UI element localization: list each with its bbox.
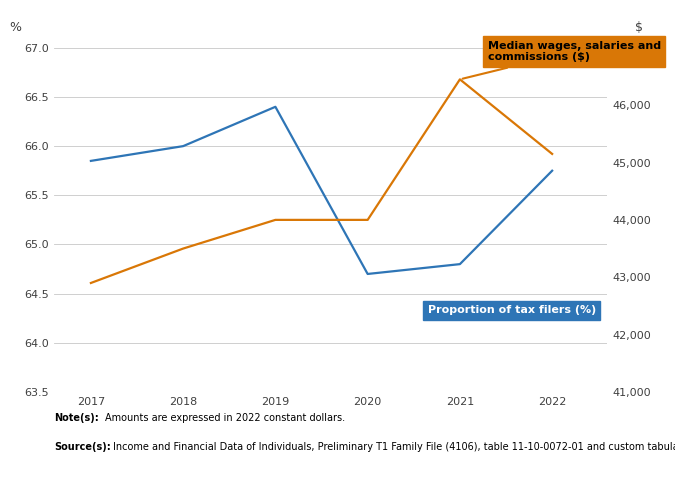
Text: Median wages, salaries and
commissions ($): Median wages, salaries and commissions (…: [462, 41, 661, 79]
Text: %: %: [9, 21, 22, 34]
Text: Note(s):: Note(s):: [54, 413, 99, 423]
Text: Source(s):: Source(s):: [54, 442, 111, 452]
Text: $: $: [635, 21, 643, 34]
Text: Amounts are expressed in 2022 constant dollars.: Amounts are expressed in 2022 constant d…: [105, 413, 345, 423]
Text: Proportion of tax filers (%): Proportion of tax filers (%): [428, 305, 596, 315]
Text: Income and Financial Data of Individuals, Preliminary T1 Family File (4106), tab: Income and Financial Data of Individuals…: [113, 442, 675, 452]
